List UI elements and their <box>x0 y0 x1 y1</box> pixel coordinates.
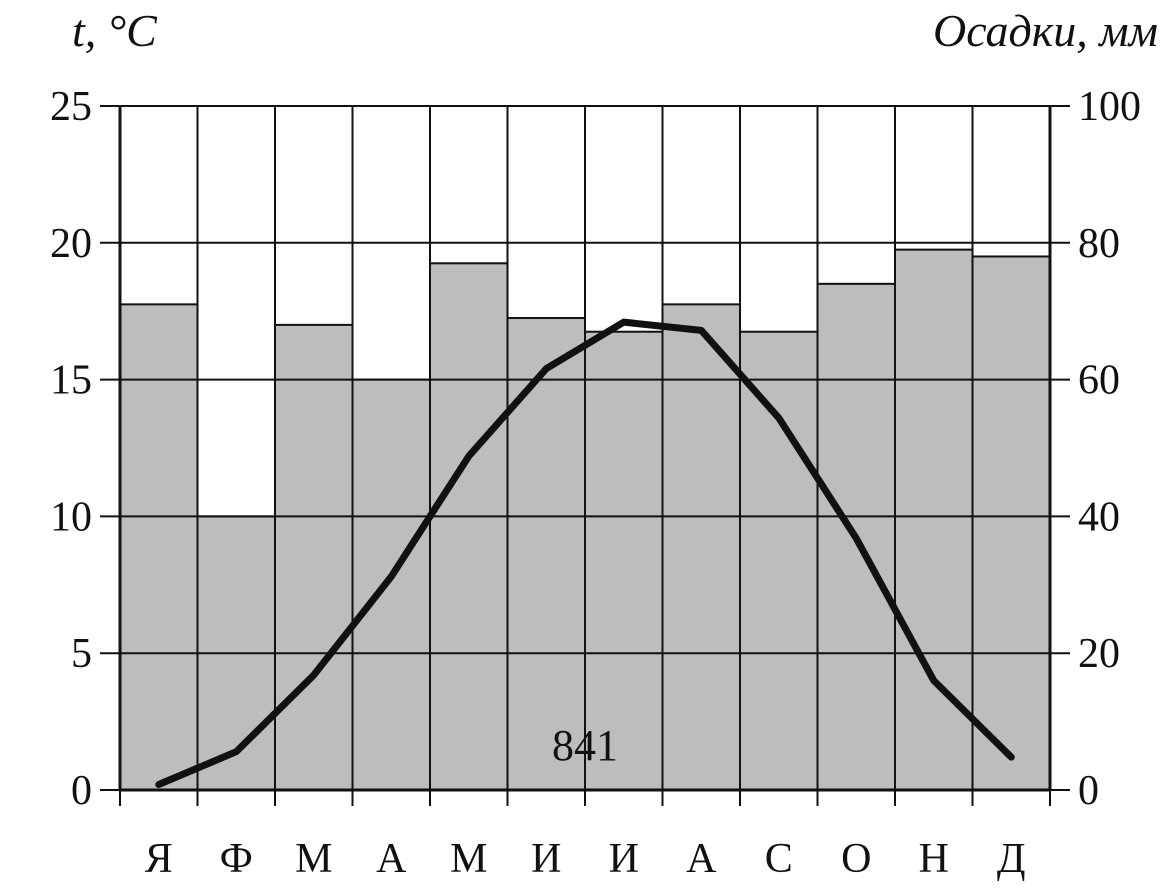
month-label: Н <box>919 836 949 882</box>
right-axis-tick-label: 100 <box>1078 84 1141 130</box>
temperature-line <box>155 318 1015 789</box>
precipitation-bar <box>584 330 664 791</box>
left-axis-tick-label: 20 <box>50 221 92 267</box>
month-label: А <box>686 836 717 882</box>
month-label: Я <box>145 836 173 882</box>
annual-precipitation-label: 841 <box>552 721 618 770</box>
precipitation-bar <box>894 248 974 791</box>
grid-lines <box>120 105 1050 791</box>
month-label: И <box>531 836 561 882</box>
left-axis-tick-label: 10 <box>50 494 92 540</box>
month-label: И <box>609 836 639 882</box>
right-axis-tick-label: 20 <box>1078 631 1120 677</box>
precipitation-bar <box>274 323 354 791</box>
month-label: О <box>841 836 871 882</box>
month-label: А <box>376 836 407 882</box>
month-label: М <box>295 836 332 882</box>
month-label: Д <box>997 836 1026 882</box>
precipitation-bar <box>971 255 1051 792</box>
precipitation-bar <box>739 330 819 791</box>
precipitation-bar <box>506 317 586 791</box>
left-axis-tick-label: 5 <box>71 631 92 677</box>
left-axis-tick-label: 15 <box>50 358 92 404</box>
right-axis-tick-label: 60 <box>1078 358 1120 404</box>
precipitation-bar <box>661 303 741 791</box>
right-axis-tick-label: 80 <box>1078 221 1120 267</box>
precipitation-bar <box>119 303 199 791</box>
temperature-axis-title: t, °C <box>72 5 157 56</box>
left-axis-tick-label: 0 <box>71 768 92 814</box>
precipitation-bar <box>351 378 431 791</box>
temperature-line-group <box>155 318 1015 789</box>
left-axis-tick-label: 25 <box>50 84 92 130</box>
month-label: М <box>450 836 487 882</box>
right-axis-tick-label: 0 <box>1078 768 1099 814</box>
precipitation-bar <box>429 262 509 791</box>
month-label: Ф <box>220 836 253 882</box>
month-label: С <box>765 836 793 882</box>
right-axis-tick-label: 40 <box>1078 494 1120 540</box>
precipitation-axis-title: Осадки, мм <box>933 5 1158 56</box>
